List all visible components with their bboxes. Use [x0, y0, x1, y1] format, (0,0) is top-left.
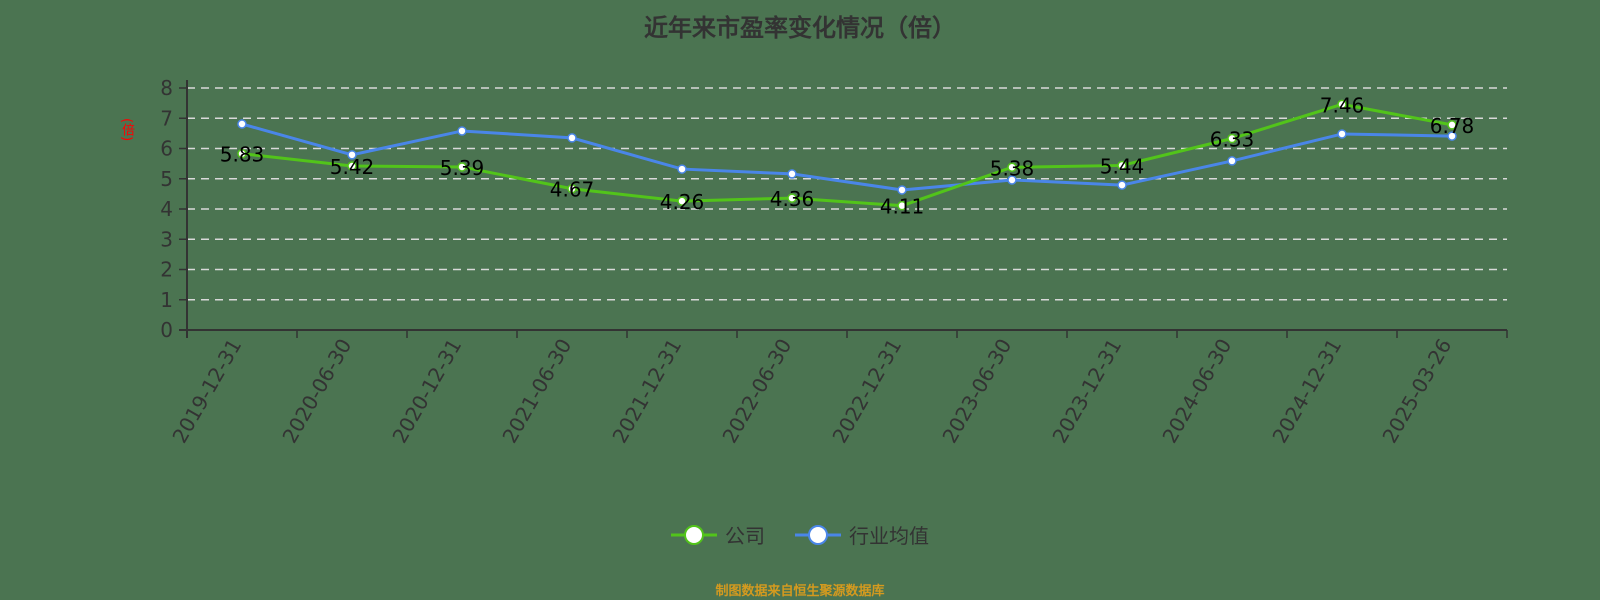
y-tick-label: 2	[160, 258, 173, 282]
data-point[interactable]	[787, 169, 797, 179]
y-tick-label: 6	[160, 137, 173, 161]
data-point[interactable]	[1007, 162, 1017, 173]
x-tick-label: 2021-12-31	[607, 335, 686, 448]
data-point[interactable]	[237, 148, 247, 159]
x-tick-label: 2025-03-26	[1377, 335, 1456, 448]
data-point[interactable]	[677, 196, 687, 206]
data-label: 5.38	[990, 156, 1035, 180]
data-point[interactable]	[1227, 156, 1237, 166]
chart-title: 近年来市盈率变化情况（倍）	[644, 14, 956, 42]
data-label: 4.36	[770, 187, 815, 211]
data-label: 5.42	[330, 155, 375, 179]
data-point[interactable]	[347, 150, 357, 160]
x-tick-label: 2022-12-31	[827, 335, 906, 448]
data-point[interactable]	[1447, 120, 1457, 130]
data-label: 4.67	[550, 178, 595, 202]
data-label: 5.39	[440, 156, 485, 180]
series-line-industry-average	[241, 122, 1453, 192]
x-tick-label: 2020-12-31	[387, 335, 466, 448]
data-point[interactable]	[567, 183, 577, 194]
legend-blue-circle-icon	[795, 524, 841, 545]
x-tick-label: 2020-06-30	[277, 335, 356, 448]
data-point[interactable]	[1337, 129, 1347, 139]
y-tick-label: 3	[160, 227, 173, 251]
y-tick-label: 7	[160, 106, 173, 130]
data-label: 6.33	[1210, 128, 1255, 152]
y-tick-label: 4	[160, 197, 173, 221]
data-label: 4.26	[660, 190, 705, 214]
legend-label-industry-average: 行业均值	[849, 524, 929, 548]
data-point[interactable]	[1117, 160, 1127, 171]
y-tick-label: 5	[160, 167, 173, 191]
data-label: 5.44	[1100, 154, 1145, 178]
series-line-company	[241, 102, 1453, 208]
data-label: 5.83	[220, 143, 265, 167]
x-tick-label: 2024-12-31	[1267, 335, 1346, 448]
legend: 公司 行业均值	[0, 520, 1600, 549]
data-point[interactable]	[897, 200, 907, 211]
legend-green-circle-icon	[671, 524, 717, 545]
data-point[interactable]	[457, 126, 467, 136]
x-tick-label: 2022-06-30	[717, 335, 796, 448]
data-label: 4.11	[880, 195, 925, 219]
data-point[interactable]	[787, 193, 797, 203]
y-tick-label: 1	[160, 288, 173, 312]
data-point[interactable]	[457, 162, 467, 172]
x-tick-label: 2023-12-31	[1047, 335, 1126, 448]
data-point[interactable]	[1007, 175, 1017, 185]
x-tick-label: 2024-06-30	[1157, 335, 1236, 448]
data-point[interactable]	[237, 119, 247, 129]
y-axis-label: (倍)	[119, 118, 134, 142]
legend-item-company[interactable]: 公司	[671, 520, 765, 549]
data-point[interactable]	[347, 161, 357, 171]
y-tick-label: 0	[160, 318, 173, 342]
data-label: 6.78	[1430, 114, 1475, 138]
legend-item-industry-average[interactable]: 行业均值	[795, 520, 929, 549]
data-point[interactable]	[1227, 133, 1237, 144]
data-label: 7.46	[1320, 93, 1365, 117]
data-point[interactable]	[567, 133, 577, 143]
data-point[interactable]	[1337, 99, 1347, 110]
x-tick-label: 2019-12-31	[167, 335, 246, 448]
x-tick-label: 2021-06-30	[497, 335, 576, 448]
data-point[interactable]	[897, 185, 907, 195]
y-tick-label: 8	[160, 76, 173, 100]
x-tick-label: 2023-06-30	[937, 335, 1016, 448]
data-point[interactable]	[677, 164, 687, 174]
legend-label-company: 公司	[725, 524, 765, 548]
data-point[interactable]	[1117, 180, 1127, 190]
data-point[interactable]	[1447, 131, 1457, 141]
source-footer: 制图数据来自恒生聚源数据库	[715, 584, 885, 599]
